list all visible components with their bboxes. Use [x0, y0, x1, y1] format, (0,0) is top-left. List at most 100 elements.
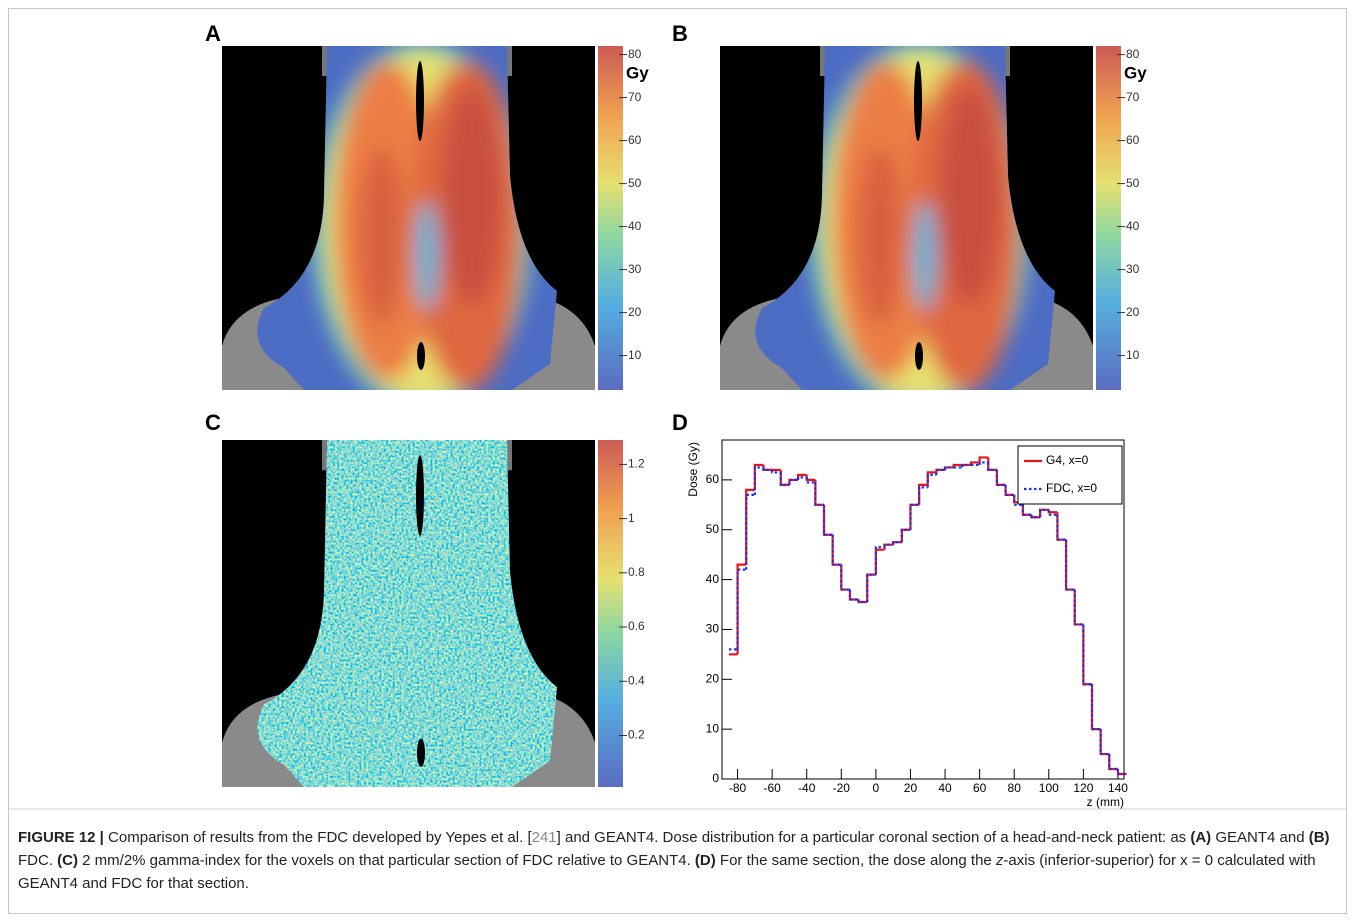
step [805, 474, 816, 481]
caption-label: FIGURE 12 | [18, 829, 104, 846]
x-tick-label: 40 [938, 781, 952, 795]
step [1090, 684, 1101, 731]
step [987, 457, 997, 472]
caption-text: GEANT4 and [1211, 829, 1309, 846]
colorbar-tick-label: 1.2 [628, 457, 645, 471]
step [1073, 589, 1084, 626]
panel-label: A [205, 21, 221, 46]
step [762, 467, 773, 472]
x-tick-label: -40 [798, 781, 816, 795]
step [892, 541, 902, 545]
caption-panel: (B) [1308, 829, 1330, 846]
colorbar-tick-label: 60 [628, 133, 642, 147]
colorbar-tick-label: 40 [628, 219, 642, 233]
step [779, 472, 790, 486]
series [728, 461, 1127, 776]
y-tick-label: 20 [706, 671, 720, 685]
y-tick-label: 30 [706, 622, 720, 636]
colorbar-tick-label: 30 [628, 262, 642, 276]
colorbar-tick-label: 0.4 [628, 673, 645, 687]
step [796, 476, 807, 480]
colorbar-tick-label: 0.6 [628, 619, 645, 633]
step [935, 468, 946, 475]
colorbar-tick-label: 70 [628, 90, 642, 104]
caption-panel: (D) [694, 852, 716, 869]
step [1056, 512, 1067, 541]
step [1099, 729, 1110, 756]
step [779, 469, 790, 486]
step [995, 469, 1006, 486]
step [753, 463, 764, 490]
y-tick-label: 60 [706, 472, 720, 486]
x-tick-label: 20 [904, 781, 918, 795]
plot-frame [721, 439, 1125, 780]
colorbar-tick-label: 1 [628, 511, 635, 525]
dose-max [360, 146, 404, 326]
step [926, 473, 937, 488]
y-tick-label: 50 [706, 522, 720, 536]
step [822, 504, 833, 536]
y-tick-label: 10 [706, 721, 720, 735]
step [1004, 484, 1015, 496]
colorbar-tick-label: 40 [1126, 219, 1140, 233]
airway [417, 738, 425, 767]
frame [8, 8, 1347, 914]
x-tick-label: 80 [1008, 781, 1022, 795]
colorbar-tick-label: 10 [1126, 348, 1140, 362]
colorbar-tick-label: 0.2 [628, 728, 645, 742]
x-tick-label: -80 [729, 781, 747, 795]
panels: 1020304050607080GyA1020304050607080GyB0.… [205, 21, 1147, 809]
colorbar-tick-label: 20 [628, 305, 642, 319]
dose-gap [913, 201, 937, 311]
step [736, 563, 747, 655]
y-axis-label: Dose (Gy) [686, 442, 700, 497]
colorbar-unit: Gy [1124, 63, 1147, 82]
x-tick-label: -60 [763, 781, 781, 795]
step [995, 469, 1006, 486]
dose-image [222, 46, 595, 390]
colorbar-tick-label: 70 [1126, 90, 1140, 104]
colorbar-tick-label: 30 [1126, 262, 1140, 276]
step [805, 477, 816, 484]
legend-label: G4, x=0 [1046, 453, 1089, 467]
airway [416, 455, 424, 536]
caption-text: FDC. [18, 852, 58, 869]
step [1108, 754, 1118, 771]
step [857, 599, 868, 604]
y-tick-label: 40 [706, 572, 720, 586]
step [943, 466, 954, 470]
caption-text: ] and GEANT4. Dose distribution for a pa… [556, 829, 1191, 846]
caption-text: Comparison of results from the FDC devel… [103, 829, 532, 846]
caption-ref[interactable]: 241 [531, 829, 557, 846]
step [1004, 484, 1015, 496]
step [961, 463, 971, 468]
step [1039, 508, 1049, 518]
dose-image [720, 46, 1093, 390]
step [866, 573, 876, 603]
airway [416, 61, 424, 141]
colorbar [598, 46, 623, 390]
step [1064, 539, 1075, 591]
step [978, 461, 989, 465]
step [848, 589, 859, 601]
step [745, 493, 755, 570]
colorbar [1096, 46, 1121, 390]
dose-max [858, 146, 902, 326]
step [900, 528, 911, 543]
caption: FIGURE 12 | Comparison of results from t… [18, 826, 1336, 895]
image-content [222, 46, 595, 390]
image-content [720, 46, 1093, 390]
dose-image [222, 440, 595, 787]
colorbar-unit: Gy [626, 63, 649, 82]
dose-max [940, 86, 1000, 306]
x-tick-label: 120 [1073, 781, 1093, 795]
step [831, 534, 842, 566]
step [840, 564, 850, 591]
step [909, 503, 920, 530]
x-tick-label: 100 [1039, 781, 1059, 795]
step [1082, 624, 1093, 686]
step [1108, 754, 1118, 771]
airway [417, 342, 425, 370]
colorbar-tick-label: 20 [1126, 305, 1140, 319]
